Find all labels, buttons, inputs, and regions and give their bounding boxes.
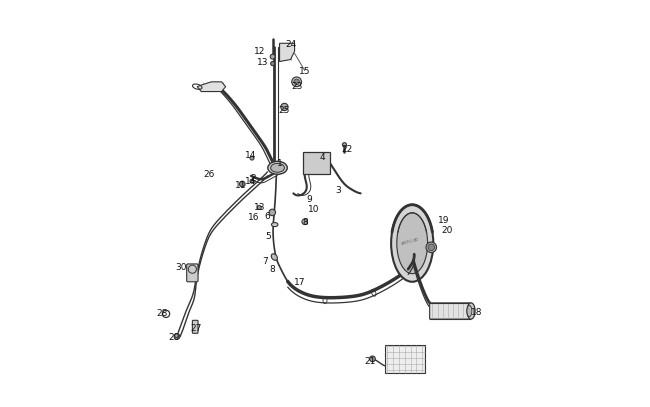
Text: 13: 13: [257, 58, 268, 67]
Ellipse shape: [268, 161, 287, 174]
Text: 21: 21: [365, 357, 376, 366]
Text: 18: 18: [471, 308, 482, 317]
Text: 8: 8: [269, 265, 275, 274]
Polygon shape: [430, 303, 471, 319]
Text: 17: 17: [294, 278, 306, 287]
Text: 30: 30: [176, 263, 187, 272]
Text: 11: 11: [235, 181, 247, 190]
Circle shape: [257, 206, 261, 210]
Text: 8: 8: [303, 219, 308, 228]
Text: 9: 9: [307, 195, 313, 204]
Circle shape: [294, 79, 300, 85]
Ellipse shape: [270, 163, 285, 172]
FancyBboxPatch shape: [187, 264, 198, 282]
Text: 25: 25: [279, 106, 290, 115]
Circle shape: [343, 143, 346, 147]
Text: 24: 24: [285, 39, 296, 48]
Polygon shape: [197, 82, 226, 92]
Text: 1: 1: [277, 159, 283, 168]
FancyBboxPatch shape: [385, 345, 425, 373]
Text: 13: 13: [254, 203, 265, 212]
Circle shape: [174, 334, 180, 339]
Circle shape: [428, 244, 434, 251]
Text: 22: 22: [341, 145, 352, 155]
Circle shape: [270, 61, 275, 66]
Circle shape: [250, 179, 254, 183]
Text: 14: 14: [244, 151, 256, 160]
Text: 10: 10: [308, 205, 319, 214]
Text: 2: 2: [250, 174, 255, 183]
Text: 6: 6: [265, 212, 270, 221]
Text: 19: 19: [437, 216, 449, 225]
Circle shape: [270, 54, 275, 59]
FancyBboxPatch shape: [192, 320, 198, 333]
Polygon shape: [303, 151, 330, 174]
Ellipse shape: [396, 213, 428, 274]
Text: 20: 20: [442, 226, 453, 235]
Text: 23: 23: [292, 82, 303, 91]
Text: 15: 15: [299, 67, 311, 76]
Circle shape: [250, 156, 254, 160]
Circle shape: [292, 77, 302, 87]
Text: 26: 26: [203, 170, 215, 179]
Ellipse shape: [272, 223, 278, 227]
Circle shape: [370, 356, 375, 362]
Text: 29: 29: [168, 333, 180, 342]
Text: 28: 28: [156, 309, 168, 318]
Text: 27: 27: [190, 324, 202, 333]
Text: 5: 5: [265, 232, 271, 241]
Ellipse shape: [467, 305, 472, 317]
Text: 7: 7: [262, 256, 268, 266]
Text: 12: 12: [254, 47, 265, 56]
Circle shape: [302, 219, 307, 225]
Circle shape: [281, 103, 288, 111]
Polygon shape: [280, 43, 294, 61]
Text: 16: 16: [248, 213, 259, 222]
Ellipse shape: [467, 303, 475, 319]
Circle shape: [269, 209, 276, 216]
Circle shape: [239, 181, 245, 187]
Text: ARCTIC CAT: ARCTIC CAT: [402, 238, 419, 246]
Text: 14: 14: [244, 177, 256, 186]
Text: 3: 3: [335, 186, 341, 195]
Ellipse shape: [271, 254, 278, 260]
Ellipse shape: [391, 205, 434, 282]
Circle shape: [426, 242, 437, 253]
Text: 4: 4: [319, 153, 325, 162]
